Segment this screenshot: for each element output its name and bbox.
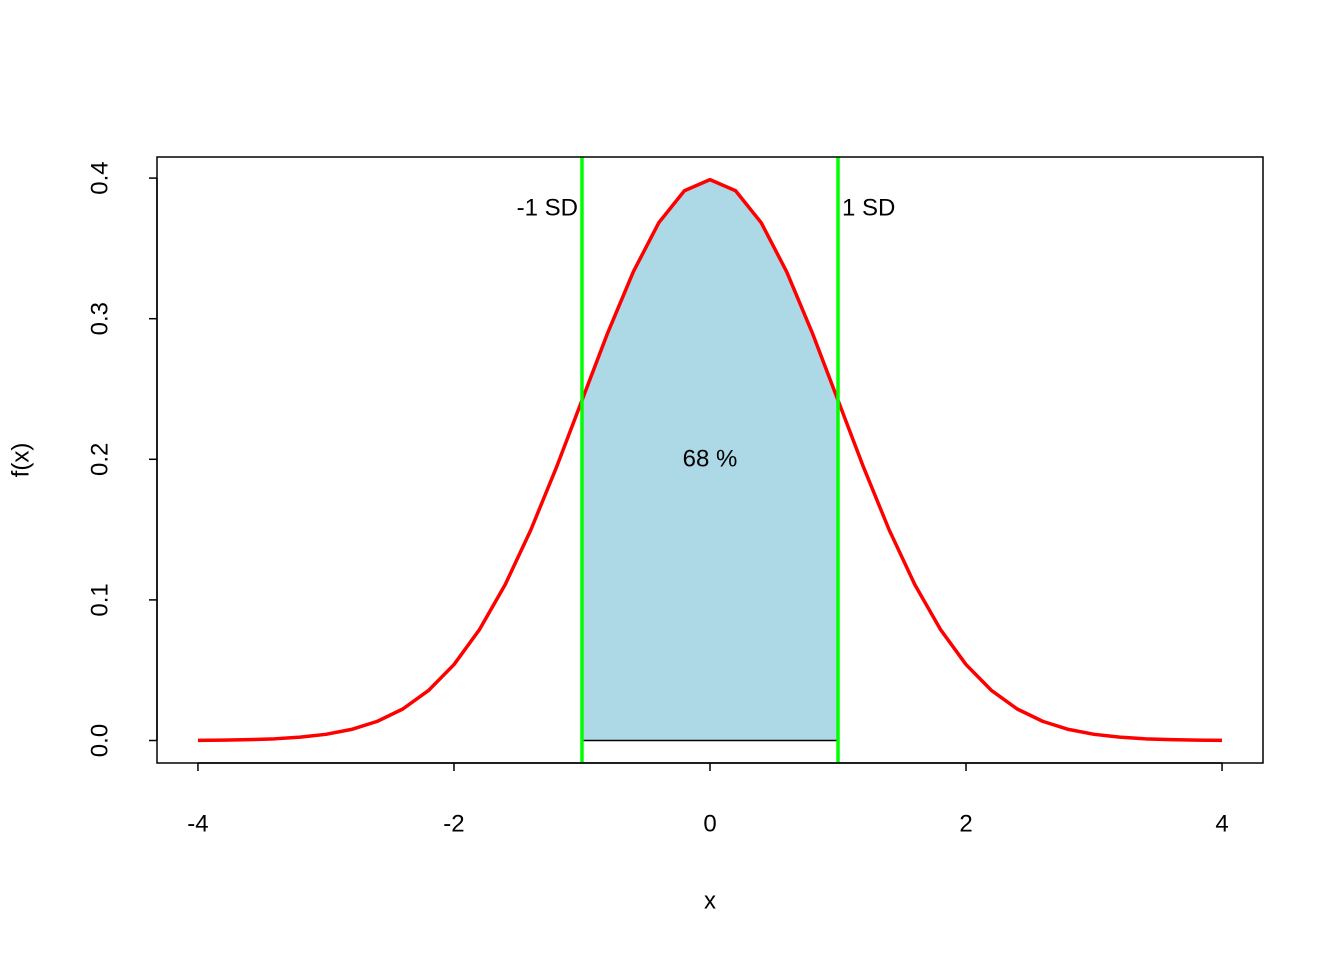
y-tick-label: 0.3 <box>86 302 113 335</box>
sd-label: 1 SD <box>842 194 895 221</box>
x-tick-label: -4 <box>187 810 208 837</box>
sd-label: -1 SD <box>517 194 578 221</box>
x-tick-label: 0 <box>703 810 716 837</box>
y-tick-label: 0.4 <box>86 161 113 194</box>
y-tick-label: 0.2 <box>86 443 113 476</box>
area-label: 68 % <box>683 445 738 472</box>
density-line <box>197 177 1223 743</box>
y-tick-label: 0.0 <box>86 724 113 757</box>
x-tick-label: 2 <box>959 810 972 837</box>
x-axis-label: x <box>704 887 716 914</box>
x-tick-label: 4 <box>1215 810 1228 837</box>
x-tick-label: -2 <box>443 810 464 837</box>
y-axis-label: f(x) <box>7 443 34 478</box>
y-tick-label: 0.1 <box>86 583 113 616</box>
